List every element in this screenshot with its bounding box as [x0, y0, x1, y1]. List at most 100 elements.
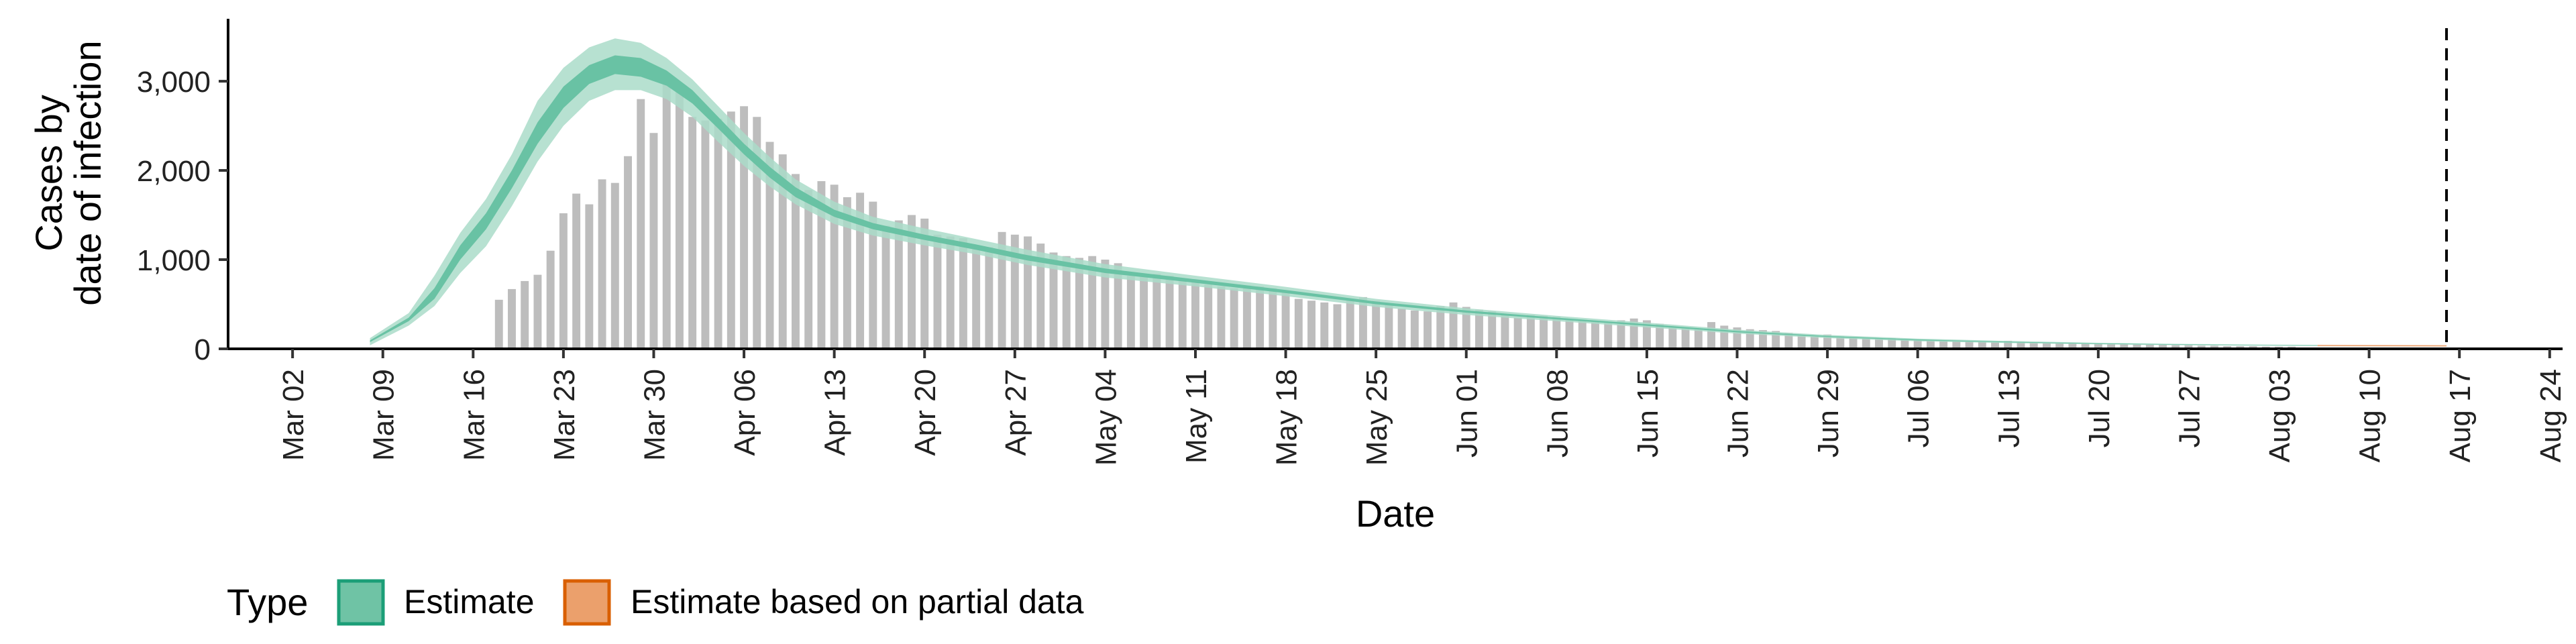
bar: [2042, 343, 2051, 349]
bar: [792, 174, 800, 349]
bar: [2184, 345, 2193, 349]
bar: [546, 250, 555, 349]
bar: [1849, 337, 1858, 349]
bars-layer: [494, 74, 2296, 350]
bar: [1797, 334, 1806, 349]
bar: [1965, 341, 1974, 349]
x-tick-label: Jul 13: [1992, 369, 2025, 447]
x-tick-label: Mar 30: [638, 369, 671, 461]
bar: [1707, 322, 1716, 349]
bar: [985, 247, 994, 349]
bar: [1591, 321, 1599, 349]
bar: [649, 133, 658, 349]
bar: [933, 234, 942, 349]
bar: [1152, 274, 1161, 349]
bar: [1681, 327, 1690, 349]
bar: [1540, 315, 1548, 349]
legend-swatch-partial: [563, 579, 611, 626]
bar: [1333, 304, 1342, 349]
bar: [714, 118, 722, 349]
bar: [998, 231, 1006, 349]
axes-layer: [227, 19, 2563, 350]
bar: [1424, 311, 1432, 349]
bar: [727, 111, 735, 350]
bar: [1294, 299, 1303, 349]
bar: [494, 299, 503, 349]
bar: [1281, 291, 1290, 349]
bar: [1320, 302, 1329, 349]
bar: [1668, 326, 1677, 349]
x-tick-label: Jul 20: [2083, 369, 2116, 447]
bar: [1101, 260, 1110, 349]
bar: [1694, 328, 1703, 349]
bar: [2210, 345, 2218, 349]
y-axis-title-line-2: date of infection: [66, 40, 109, 305]
legend-label-estimate: Estimate: [404, 583, 535, 621]
bar: [1565, 319, 1574, 349]
legend: Type Estimate Estimate based on partial …: [227, 579, 1084, 626]
x-tick-label: Jun 29: [1812, 369, 1845, 458]
x-tick-label: Mar 02: [277, 369, 310, 461]
x-tick-label: Apr 20: [909, 369, 942, 456]
bar: [2055, 343, 2064, 349]
x-tick-label: May 25: [1360, 369, 1393, 466]
bar: [1178, 279, 1187, 349]
bar: [2029, 342, 2038, 349]
bar: [1552, 317, 1561, 349]
bar: [1720, 325, 1729, 349]
bar: [610, 182, 619, 349]
bar: [1604, 322, 1613, 349]
bar: [830, 184, 839, 349]
x-tick-label: Apr 27: [1000, 369, 1032, 456]
bar: [946, 236, 955, 349]
bar: [2120, 343, 2129, 349]
bar: [1010, 234, 1019, 349]
bar: [1075, 258, 1083, 349]
bar: [1862, 338, 1870, 349]
bar: [804, 190, 813, 349]
bar: [1642, 320, 1651, 349]
bar: [2197, 345, 2206, 349]
y-tick-label: 3,000: [137, 66, 211, 99]
bar: [1991, 342, 1999, 349]
bar: [1526, 315, 1535, 349]
y-tick-label: 1,000: [137, 244, 211, 277]
bar: [533, 274, 542, 349]
x-tick-label: Mar 16: [458, 369, 490, 461]
bar: [598, 179, 606, 349]
bar: [1217, 286, 1226, 349]
bar: [753, 117, 761, 349]
x-tick-label: May 11: [1180, 369, 1213, 464]
bar: [521, 280, 529, 349]
bar: [1836, 336, 1845, 349]
bar: [1385, 304, 1393, 349]
bar: [1062, 256, 1071, 349]
bar: [1230, 288, 1238, 349]
bar: [1913, 339, 1922, 349]
bar: [1088, 256, 1097, 349]
bar: [1475, 309, 1483, 349]
bar: [2107, 344, 2116, 349]
bar: [881, 225, 890, 349]
bar: [1629, 318, 1638, 349]
bar: [1165, 275, 1174, 349]
x-tick-label: Mar 09: [368, 369, 400, 461]
bar: [1875, 339, 1883, 349]
bar: [2004, 341, 2012, 349]
bar: [2159, 345, 2167, 349]
bar: [1049, 252, 1058, 349]
x-tick-label: Mar 23: [548, 369, 581, 461]
bar: [572, 193, 581, 349]
bar: [1242, 285, 1251, 349]
bar: [1772, 331, 1780, 349]
bar: [1449, 302, 1458, 349]
bar: [2145, 345, 2154, 349]
bar: [1939, 340, 1948, 349]
x-tick-label: Apr 06: [729, 369, 761, 456]
bar: [1346, 299, 1354, 349]
x-tick-label: Jun 15: [1631, 369, 1664, 458]
bar: [1358, 297, 1367, 349]
x-axis-title: Date: [1356, 492, 1435, 535]
y-ticks: 0 1,000 2,000 3,000: [137, 66, 228, 366]
bar: [817, 181, 826, 349]
